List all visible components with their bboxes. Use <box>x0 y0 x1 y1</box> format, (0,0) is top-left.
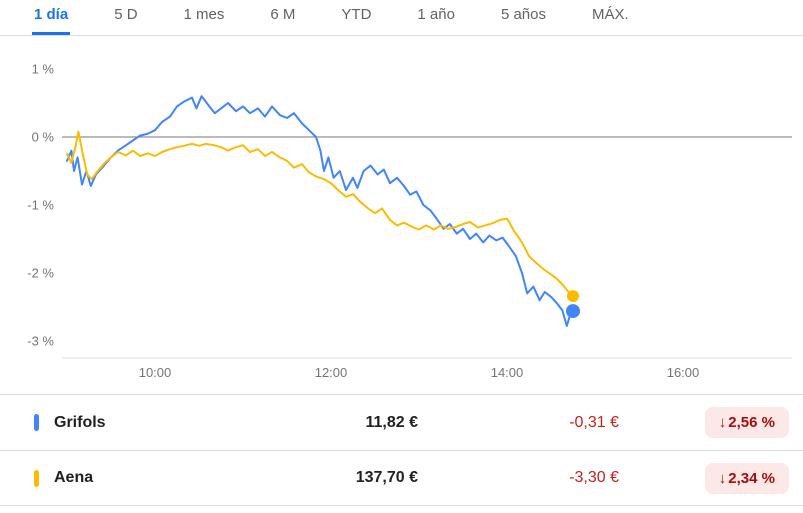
grifols-end-dot <box>566 304 580 319</box>
tab-max[interactable]: MÁX. <box>592 6 629 23</box>
change-value: -0,31 € <box>569 413 619 431</box>
y-axis-label: 0 % <box>32 130 55 145</box>
percent-change-badge: ↓ 2,56 % <box>704 407 789 438</box>
percent-change-value: 2,56 % <box>728 414 775 431</box>
tab-1-mes[interactable]: 1 mes <box>183 6 225 23</box>
tab-6m[interactable]: 6 M <box>270 6 296 23</box>
aena-end-dot <box>567 290 579 303</box>
price-chart[interactable]: 1 % 0 % -1 % -2 % -3 % 10:00 12:00 14:00 16:00 <box>0 36 803 388</box>
stock-name: Grifols <box>54 413 106 431</box>
y-axis-label: -3 % <box>27 334 54 349</box>
tab-1-ano[interactable]: 1 año <box>417 6 455 23</box>
price-value: 137,70 € <box>355 469 418 486</box>
price-value: 11,82 € <box>365 413 419 431</box>
aena-color-chip <box>34 469 39 487</box>
y-axis-label: -1 % <box>27 198 54 213</box>
grifols-line <box>66 95 574 327</box>
grifols-color-chip <box>34 414 39 431</box>
down-arrow-icon: ↓ <box>718 414 727 431</box>
chart-svg[interactable]: 1 % 0 % -1 % -2 % -3 % 10:00 12:00 14:00 16:00 <box>0 36 803 388</box>
time-range-tabs: 1 día 5 D 1 mes 6 M YTD 1 año 5 años MÁX… <box>0 0 803 36</box>
tab-1-dia[interactable]: 1 día <box>32 0 71 35</box>
percent-change-value: 2,34 % <box>728 469 775 487</box>
change-value: -3,30 € <box>569 469 619 486</box>
aena-line <box>66 130 574 298</box>
quote-row-grifols[interactable]: Grifols 11,82 € -0,31 € ↓ 2,56 % <box>0 394 803 450</box>
percent-change-badge: ↓ 2,34 % <box>704 462 789 494</box>
tab-5d[interactable]: 5 D <box>114 6 138 23</box>
tab-ytd[interactable]: YTD <box>341 6 372 23</box>
down-arrow-icon: ↓ <box>718 469 727 487</box>
x-axis-label: 14:00 <box>491 365 524 380</box>
y-axis-label: -2 % <box>27 266 54 281</box>
x-axis-label: 10:00 <box>139 365 172 380</box>
stock-name: Aena <box>54 469 94 486</box>
tab-5-anos[interactable]: 5 años <box>500 6 546 23</box>
quote-row-aena[interactable]: Aena 137,70 € -3,30 € ↓ 2,34 % <box>0 450 803 506</box>
quote-list: Grifols 11,82 € -0,31 € ↓ 2,56 % Aena 13… <box>0 394 803 506</box>
x-axis-label: 12:00 <box>315 365 348 380</box>
x-axis-label: 16:00 <box>667 365 700 380</box>
y-axis-label: 1 % <box>32 62 55 77</box>
